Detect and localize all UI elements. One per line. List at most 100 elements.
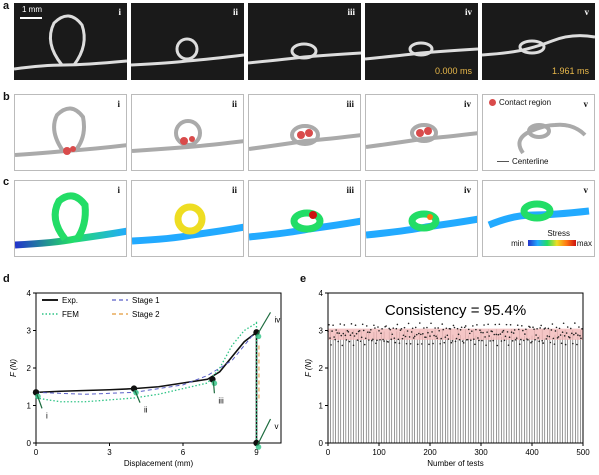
test-point bbox=[560, 342, 563, 345]
fem-marker-iv bbox=[255, 333, 262, 340]
test-point bbox=[408, 336, 411, 338]
point-pointer-i bbox=[36, 394, 43, 409]
test-point bbox=[489, 340, 491, 342]
test-point bbox=[411, 327, 414, 330]
test-point bbox=[447, 338, 450, 340]
test-point bbox=[536, 327, 538, 330]
stress-roman-label: iv bbox=[463, 185, 471, 195]
test-point bbox=[551, 323, 554, 325]
test-point bbox=[507, 344, 510, 346]
test-point bbox=[372, 338, 374, 341]
test-point bbox=[530, 341, 532, 344]
y-tick-label: 0 bbox=[319, 439, 324, 448]
panel-label-a: a bbox=[3, 0, 10, 12]
scale-bar bbox=[20, 17, 42, 19]
test-point bbox=[511, 340, 514, 342]
test-point bbox=[535, 334, 537, 336]
render-panel-iv: iv bbox=[365, 94, 478, 171]
test-point bbox=[563, 335, 566, 337]
test-point bbox=[512, 332, 515, 334]
x-tick-label: 6 bbox=[181, 448, 186, 457]
test-point bbox=[475, 328, 477, 331]
photo-panel-i: 1 mm i bbox=[14, 3, 127, 80]
test-point bbox=[554, 330, 557, 332]
test-point bbox=[496, 344, 499, 347]
test-point bbox=[468, 332, 471, 335]
test-point bbox=[481, 339, 483, 342]
colorbar-min-label: min bbox=[511, 239, 524, 248]
photo-panel-iv: iv 0.000 ms bbox=[365, 3, 478, 80]
test-point bbox=[435, 335, 437, 338]
test-point bbox=[351, 332, 354, 334]
y-tick-label: 4 bbox=[27, 289, 32, 298]
centerline-swatch bbox=[497, 161, 509, 162]
test-point bbox=[427, 331, 429, 334]
test-point bbox=[410, 331, 413, 333]
test-point bbox=[442, 328, 445, 331]
knot-render-graphic bbox=[249, 124, 360, 151]
test-point bbox=[440, 337, 443, 340]
test-point bbox=[502, 329, 505, 332]
test-point bbox=[541, 339, 543, 342]
test-point bbox=[574, 322, 576, 324]
test-point bbox=[335, 329, 337, 331]
test-point bbox=[434, 327, 436, 329]
test-point bbox=[342, 332, 345, 335]
test-point bbox=[460, 326, 463, 329]
test-point bbox=[501, 331, 504, 333]
test-point bbox=[557, 336, 560, 338]
test-point bbox=[439, 342, 441, 345]
x-tick-label: 3 bbox=[107, 448, 112, 457]
test-point bbox=[564, 343, 567, 346]
test-point bbox=[532, 326, 534, 329]
test-point bbox=[491, 330, 494, 333]
y-tick-label: 1 bbox=[319, 402, 324, 411]
test-point bbox=[540, 324, 542, 327]
test-point bbox=[422, 332, 424, 335]
panel-label-e: e bbox=[300, 273, 307, 285]
test-point bbox=[340, 334, 343, 337]
test-point bbox=[361, 323, 364, 326]
panel-label-d: d bbox=[3, 273, 10, 285]
series-line-exp bbox=[35, 330, 258, 443]
test-point bbox=[444, 336, 447, 338]
knot-photo-graphic bbox=[14, 14, 127, 71]
test-point bbox=[533, 328, 535, 330]
test-point bbox=[334, 338, 336, 341]
test-point bbox=[456, 327, 459, 330]
test-point bbox=[458, 338, 461, 341]
test-point bbox=[437, 327, 439, 329]
test-point bbox=[570, 332, 573, 335]
y-axis-label: F (N) bbox=[304, 359, 313, 377]
test-point bbox=[366, 331, 369, 333]
test-point bbox=[330, 344, 332, 346]
legend-contact-region: Contact region bbox=[489, 98, 551, 107]
test-point bbox=[389, 328, 392, 331]
test-point bbox=[348, 340, 351, 343]
test-point bbox=[398, 342, 401, 344]
test-point bbox=[331, 330, 333, 332]
test-point bbox=[412, 337, 415, 339]
test-point bbox=[553, 343, 556, 345]
test-point bbox=[482, 331, 484, 334]
test-point bbox=[559, 334, 562, 336]
y-axis-label: F (N) bbox=[9, 359, 18, 377]
fem-marker-iii bbox=[211, 380, 218, 387]
test-point bbox=[495, 333, 498, 336]
test-point bbox=[529, 326, 531, 329]
point-pointer-ii bbox=[134, 390, 141, 403]
test-point bbox=[343, 324, 346, 326]
test-point bbox=[545, 338, 548, 340]
test-point bbox=[471, 330, 473, 332]
y-tick-label: 1 bbox=[27, 402, 32, 411]
test-point bbox=[474, 343, 476, 346]
test-point bbox=[417, 332, 420, 335]
photo-roman-label: i bbox=[118, 7, 121, 17]
test-point bbox=[362, 329, 365, 332]
test-point bbox=[360, 336, 363, 339]
test-point bbox=[581, 328, 583, 330]
photo-roman-label: iii bbox=[347, 7, 355, 17]
test-point bbox=[483, 324, 485, 326]
test-point bbox=[516, 324, 519, 327]
stress-roman-label: v bbox=[583, 185, 589, 195]
